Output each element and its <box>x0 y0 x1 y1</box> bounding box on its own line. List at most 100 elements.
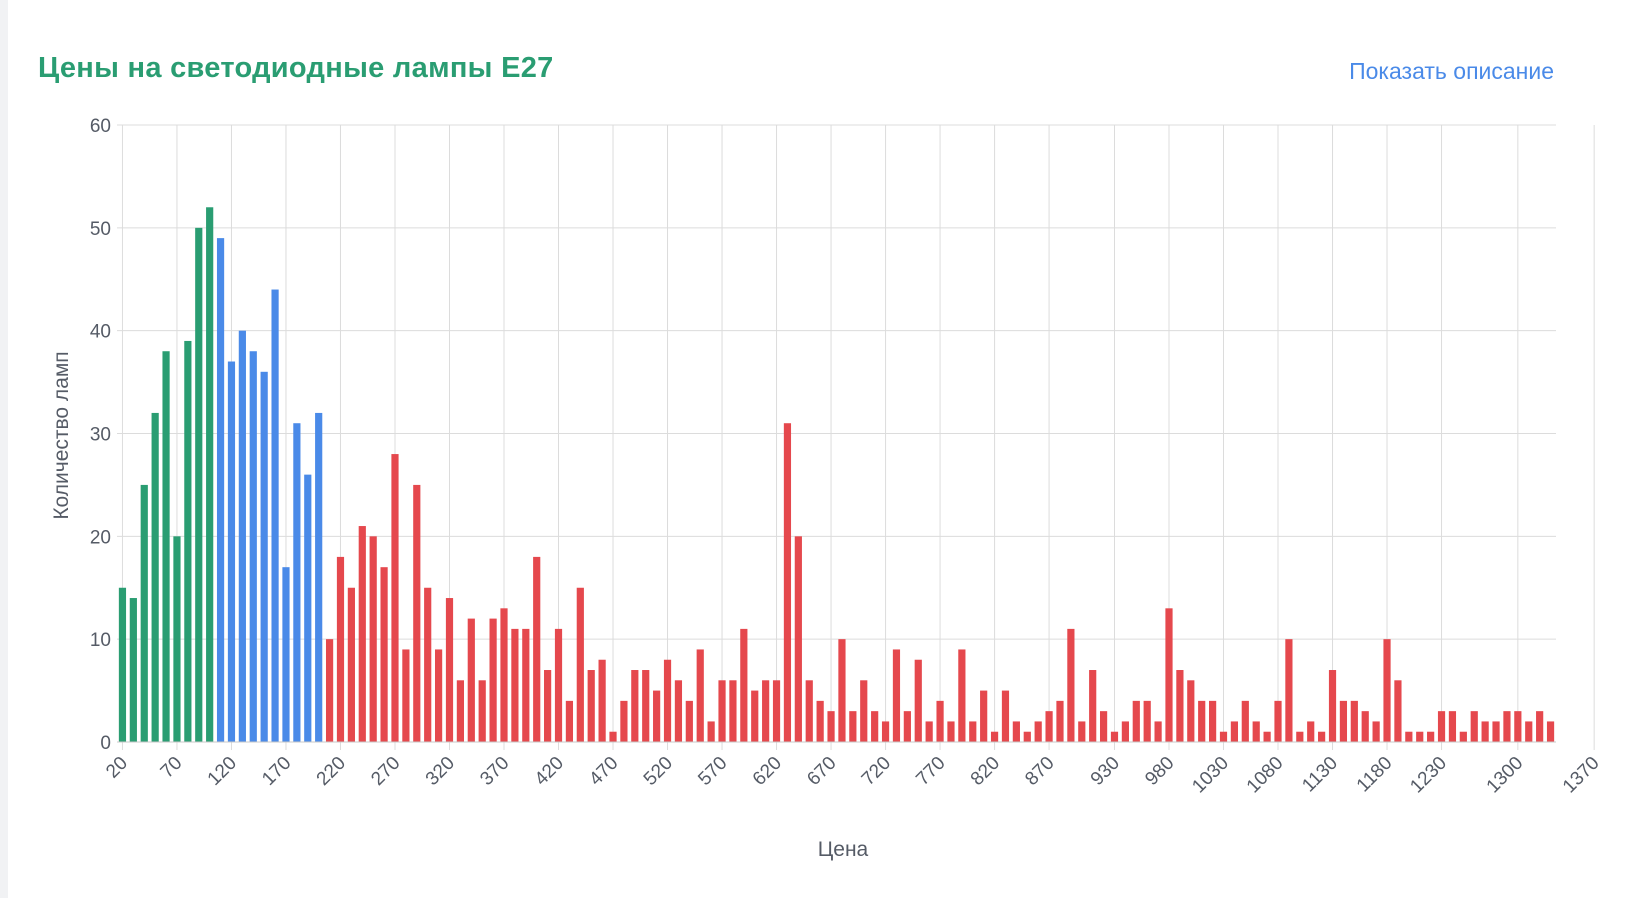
histogram-bar <box>1492 721 1500 742</box>
histogram-bar <box>1274 700 1282 742</box>
histogram-bar <box>434 649 443 742</box>
histogram-bar <box>1143 700 1151 742</box>
histogram-bar <box>663 659 672 742</box>
histogram-bar <box>151 412 159 742</box>
histogram-bar <box>696 649 704 742</box>
histogram-bar <box>118 587 127 742</box>
histogram-bar <box>598 659 606 742</box>
histogram-bar <box>173 536 181 742</box>
x-tick-label: 930 <box>1087 753 1124 790</box>
histogram-bar <box>1198 700 1206 742</box>
histogram-bar <box>936 700 944 742</box>
histogram-bar <box>805 680 813 742</box>
histogram-bar <box>554 628 563 742</box>
histogram-bar <box>1230 721 1239 742</box>
histogram-bar <box>391 454 399 742</box>
histogram-bar <box>1078 721 1086 742</box>
histogram-bar <box>653 690 661 742</box>
histogram-bar <box>674 680 683 742</box>
histogram-bar <box>772 680 781 742</box>
histogram-bar <box>838 639 846 742</box>
histogram-bar <box>1372 721 1380 742</box>
histogram-bar <box>1219 731 1228 742</box>
histogram-bar <box>413 484 421 742</box>
histogram-bar <box>1514 711 1522 742</box>
histogram-bar <box>1110 731 1119 742</box>
x-tick-label: 470 <box>585 753 622 790</box>
histogram-bar <box>238 330 246 742</box>
histogram-bar <box>140 484 148 742</box>
x-tick-label: 1300 <box>1483 753 1528 798</box>
x-axis-title: Цена <box>818 838 869 861</box>
histogram-bar <box>184 340 192 742</box>
chart-title: Цены на светодиодные лампы E27 <box>38 52 554 84</box>
histogram-bar <box>500 608 508 742</box>
x-tick-label: 270 <box>367 753 404 790</box>
histogram-bar <box>958 649 966 742</box>
histogram-bar <box>1546 721 1555 742</box>
histogram-bar <box>1536 711 1544 742</box>
x-tick-label: 1180 <box>1353 753 1397 797</box>
histogram-bar <box>980 690 988 742</box>
histogram-bar <box>522 628 530 742</box>
histogram-bar <box>1416 731 1424 742</box>
histogram-bar <box>249 351 257 742</box>
left-edge-strip <box>0 0 8 898</box>
x-tick-label: 70 <box>157 753 187 783</box>
histogram-bar <box>609 731 617 742</box>
histogram-bar <box>718 680 726 742</box>
histogram-bar <box>914 659 922 742</box>
x-tick-label: 520 <box>640 753 677 790</box>
histogram-bar <box>1470 711 1478 742</box>
histogram-bar <box>325 639 334 742</box>
histogram-bar <box>445 598 454 742</box>
histogram-bar <box>1350 700 1358 742</box>
show-description-link[interactable]: Показать описание <box>1349 58 1554 84</box>
x-tick-label: 320 <box>422 753 459 790</box>
histogram-bar <box>762 680 770 742</box>
histogram-bar <box>271 289 279 742</box>
histogram-bar <box>1318 731 1326 742</box>
histogram-bar <box>881 721 890 742</box>
y-tick-label: 50 <box>90 219 111 240</box>
x-tick-label: 1080 <box>1243 753 1288 798</box>
histogram-bar <box>478 680 486 742</box>
x-tick-label: 620 <box>749 753 786 790</box>
histogram-bar <box>1089 670 1097 742</box>
histogram-bar <box>740 628 748 742</box>
histogram-bar <box>1056 700 1064 742</box>
histogram-bar <box>576 587 584 742</box>
y-tick-label: 40 <box>90 322 111 343</box>
histogram-bar <box>1067 628 1075 742</box>
x-tick-label: 170 <box>258 753 295 790</box>
histogram-bar <box>402 649 410 742</box>
histogram-bar <box>685 700 693 742</box>
histogram-bar <box>489 618 497 742</box>
histogram-bar <box>260 371 268 742</box>
histogram-bar <box>1481 721 1489 742</box>
histogram-bar <box>206 207 214 742</box>
x-tick-label: 370 <box>476 753 513 790</box>
histogram-bar <box>380 567 388 742</box>
histogram-bar <box>565 700 574 742</box>
x-tick-label: 1130 <box>1298 753 1342 797</box>
x-tick-label: 20 <box>102 753 132 783</box>
x-tick-label: 670 <box>803 753 840 790</box>
y-tick-label: 10 <box>90 630 111 651</box>
histogram-bar <box>1012 721 1020 742</box>
histogram-bar <box>990 731 999 742</box>
x-tick-label: 1370 <box>1559 753 1604 798</box>
histogram-bar <box>794 536 802 742</box>
x-tick-label: 220 <box>313 753 350 790</box>
histogram-bar <box>729 680 737 742</box>
histogram-bar <box>1427 731 1435 742</box>
histogram-bar <box>358 526 366 742</box>
histogram-bar <box>969 721 977 742</box>
histogram-bar <box>1252 721 1260 742</box>
x-tick-label: 980 <box>1141 753 1178 790</box>
y-tick-label: 30 <box>90 425 111 446</box>
x-tick-label: 770 <box>912 753 949 790</box>
y-tick-label: 20 <box>90 527 111 548</box>
